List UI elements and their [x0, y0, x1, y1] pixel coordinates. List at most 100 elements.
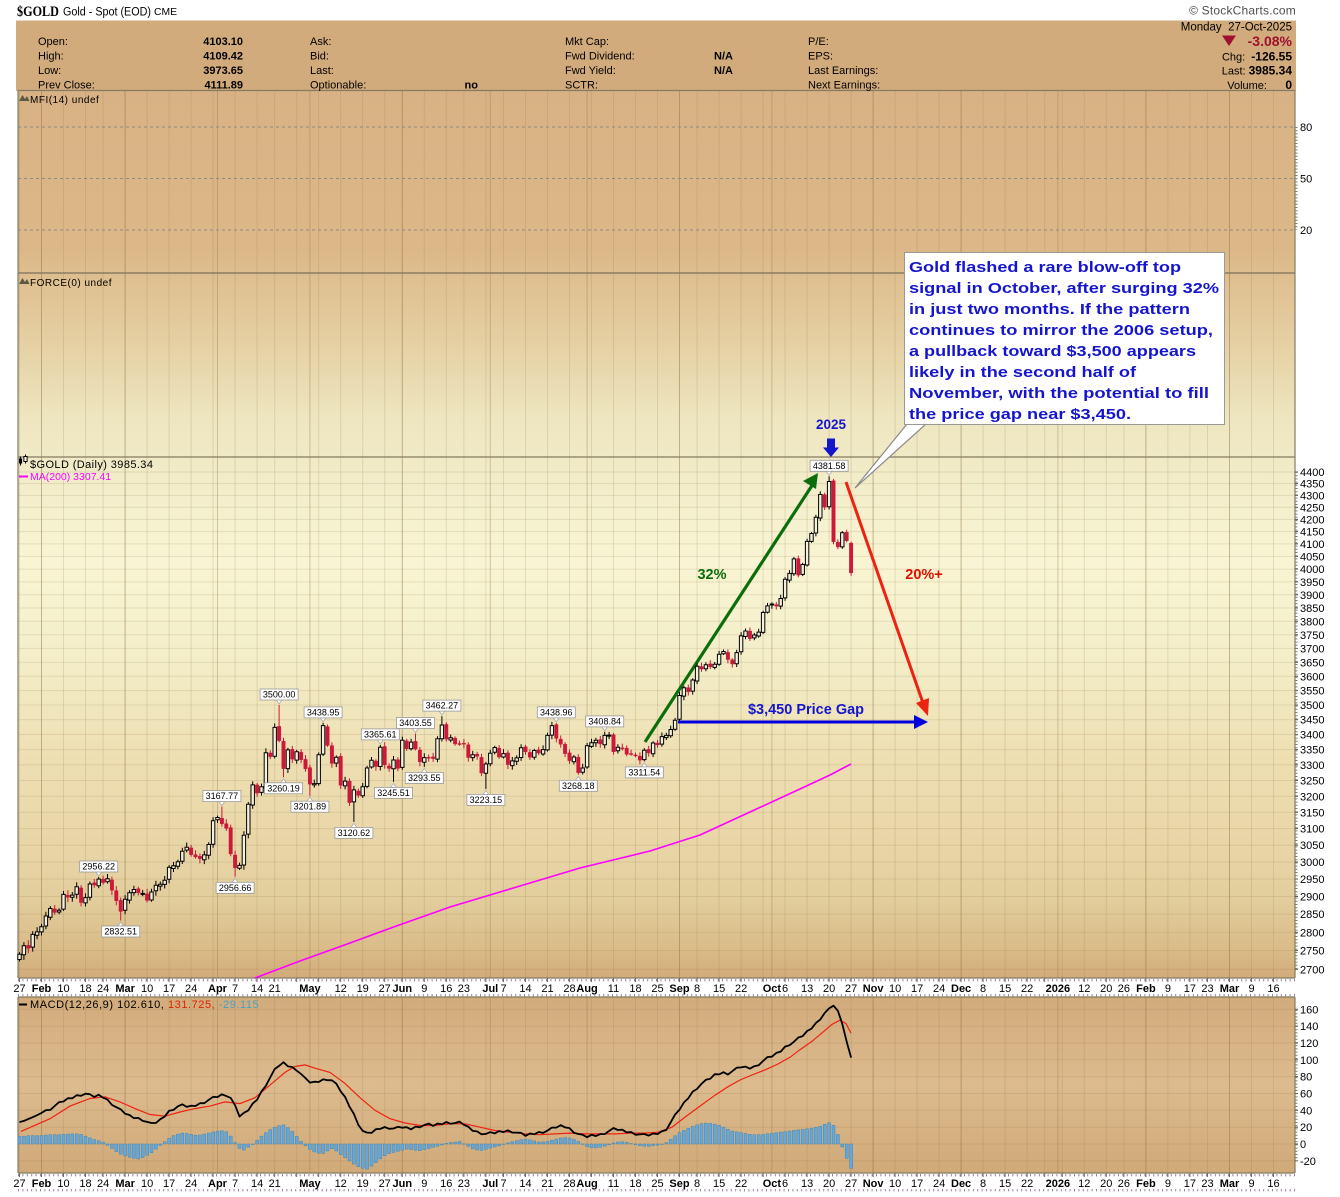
svg-text:Jul: Jul [482, 983, 498, 995]
svg-text:7: 7 [232, 1178, 238, 1190]
svg-text:Nov: Nov [863, 1178, 885, 1190]
svg-text:4200: 4200 [1300, 514, 1324, 526]
svg-text:18: 18 [79, 983, 91, 995]
svg-text:3462.27: 3462.27 [426, 701, 459, 711]
svg-text:2832.51: 2832.51 [104, 927, 137, 937]
svg-text:3120.62: 3120.62 [338, 828, 371, 838]
svg-text:Monday 27-Oct-2025: Monday 27-Oct-2025 [1181, 22, 1292, 34]
svg-text:10: 10 [57, 983, 69, 995]
svg-text:2800: 2800 [1300, 927, 1324, 939]
svg-text:EPS:: EPS: [808, 51, 833, 63]
svg-text:3950: 3950 [1300, 577, 1324, 589]
svg-text:3438.95: 3438.95 [307, 707, 340, 717]
svg-text:22: 22 [1021, 983, 1033, 995]
svg-text:3850: 3850 [1300, 603, 1324, 615]
svg-text:10: 10 [889, 983, 901, 995]
svg-text:2026: 2026 [1046, 983, 1070, 995]
svg-text:21: 21 [269, 983, 281, 995]
svg-text:50: 50 [1300, 174, 1312, 186]
svg-text:9: 9 [1165, 1178, 1171, 1190]
svg-text:P/E:: P/E: [808, 36, 829, 48]
svg-text:16: 16 [440, 983, 452, 995]
svg-text:Last Earnings:: Last Earnings: [808, 65, 878, 77]
svg-text:May: May [299, 983, 321, 995]
svg-text:Dec: Dec [951, 983, 971, 995]
svg-text:9: 9 [1248, 983, 1254, 995]
svg-text:19: 19 [357, 983, 369, 995]
svg-text:N/A: N/A [714, 51, 733, 63]
svg-text:14: 14 [519, 983, 531, 995]
svg-text:3350: 3350 [1300, 745, 1324, 757]
svg-text:2956.22: 2956.22 [82, 862, 115, 872]
svg-text:32%: 32% [697, 567, 726, 583]
svg-text:4250: 4250 [1300, 502, 1324, 514]
svg-text:Fwd Dividend:: Fwd Dividend: [565, 51, 635, 63]
svg-text:3500: 3500 [1300, 700, 1324, 712]
svg-text:3800: 3800 [1300, 616, 1324, 628]
svg-text:3167.77: 3167.77 [206, 791, 239, 801]
svg-text:Oct: Oct [763, 1178, 782, 1190]
svg-text:3050: 3050 [1300, 840, 1324, 852]
svg-text:16: 16 [1267, 1178, 1279, 1190]
svg-text:Feb: Feb [32, 983, 52, 995]
svg-text:24: 24 [185, 1178, 197, 1190]
svg-text:© StockCharts.com: © StockCharts.com [1189, 4, 1296, 18]
svg-text:4381.58: 4381.58 [813, 461, 846, 471]
svg-text:4050: 4050 [1300, 551, 1324, 563]
svg-text:20: 20 [1100, 983, 1112, 995]
svg-text:10: 10 [889, 1178, 901, 1190]
svg-text:3201.89: 3201.89 [294, 802, 327, 812]
svg-text:Mar: Mar [115, 983, 135, 995]
svg-text:Mar: Mar [1220, 1178, 1240, 1190]
svg-text:20: 20 [1100, 1178, 1112, 1190]
svg-text:3150: 3150 [1300, 807, 1324, 819]
svg-text:20: 20 [823, 983, 835, 995]
svg-text:27: 27 [845, 983, 857, 995]
svg-text:15: 15 [999, 1178, 1011, 1190]
svg-text:8: 8 [694, 983, 700, 995]
svg-text:23: 23 [458, 983, 470, 995]
svg-text:22: 22 [735, 983, 747, 995]
svg-text:9: 9 [1248, 1178, 1254, 1190]
svg-text:Volume: 0: Volume: 0 [1227, 78, 1292, 92]
svg-text:3250: 3250 [1300, 776, 1324, 788]
svg-text:18: 18 [629, 1178, 641, 1190]
svg-text:2026: 2026 [1046, 1178, 1070, 1190]
svg-text:9: 9 [421, 983, 427, 995]
svg-text:20%+: 20%+ [905, 567, 943, 583]
svg-text:10: 10 [57, 1178, 69, 1190]
svg-text:9: 9 [421, 1178, 427, 1190]
svg-text:2850: 2850 [1300, 909, 1324, 921]
svg-text:signal in October, after surgi: signal in October, after surging 32% [909, 281, 1219, 297]
svg-text:FORCE(0) undef: FORCE(0) undef [30, 278, 112, 289]
svg-text:140: 140 [1300, 1021, 1318, 1033]
svg-text:7: 7 [500, 983, 506, 995]
svg-text:4350: 4350 [1300, 479, 1324, 491]
svg-text:3223.15: 3223.15 [470, 795, 503, 805]
svg-text:3900: 3900 [1300, 590, 1324, 602]
svg-text:3403.55: 3403.55 [399, 718, 432, 728]
svg-text:$GOLD (Daily) 3985.34: $GOLD (Daily) 3985.34 [30, 459, 153, 471]
svg-text:24: 24 [933, 1178, 945, 1190]
svg-text:MFI(14) undef: MFI(14) undef [30, 95, 99, 106]
svg-text:11: 11 [608, 983, 619, 995]
svg-text:High:: High: [38, 51, 64, 63]
svg-text:Next Earnings:: Next Earnings: [808, 80, 880, 92]
svg-text:Mar: Mar [115, 1178, 135, 1190]
svg-text:23: 23 [1201, 1178, 1213, 1190]
svg-text:3750: 3750 [1300, 630, 1324, 642]
svg-text:Nov: Nov [863, 983, 885, 995]
svg-text:25: 25 [651, 983, 663, 995]
svg-text:25: 25 [651, 1178, 663, 1190]
svg-text:21: 21 [541, 1178, 553, 1190]
svg-text:Chg: -126.55: Chg: -126.55 [1222, 49, 1292, 63]
svg-text:21: 21 [269, 1178, 281, 1190]
svg-text:$GOLD: $GOLD [17, 4, 59, 20]
svg-text:November, with the potential t: November, with the potential to fill [909, 386, 1209, 402]
svg-text:24: 24 [933, 983, 945, 995]
svg-text:27: 27 [379, 1178, 391, 1190]
svg-text:19: 19 [357, 1178, 369, 1190]
svg-text:27: 27 [13, 983, 25, 995]
svg-text:3550: 3550 [1300, 686, 1324, 698]
svg-text:4000: 4000 [1300, 564, 1324, 576]
